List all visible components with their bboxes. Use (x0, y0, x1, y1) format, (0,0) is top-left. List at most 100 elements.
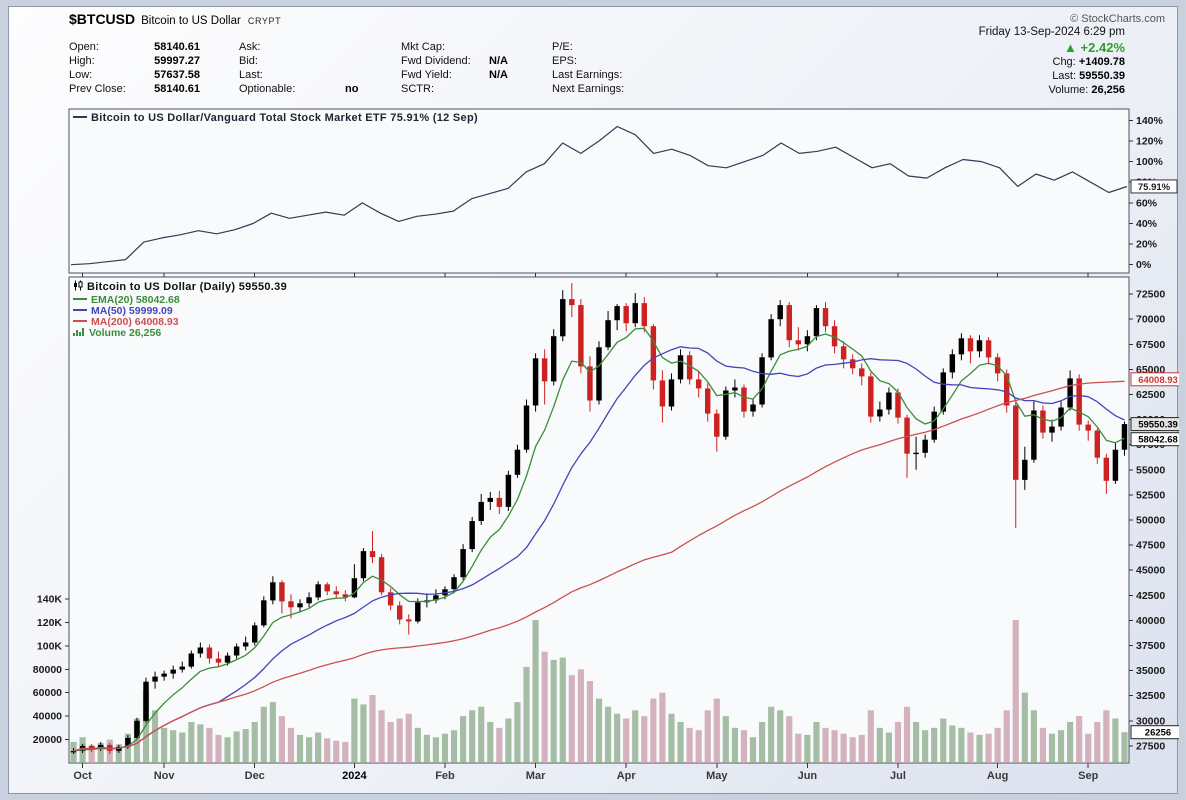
high-value: 59997.27 (154, 55, 200, 67)
change-percent: +2.42% (1080, 40, 1125, 55)
chart-surface: 0%20%40%60%80%100%120%140%75.91%20000400… (8, 6, 1179, 794)
svg-text:Nov: Nov (154, 770, 176, 782)
quote-row: Low: 57637.58 (69, 68, 200, 82)
ma50-swatch-icon (73, 309, 87, 312)
quote-row: Last: (239, 68, 358, 82)
svg-text:64008.93: 64008.93 (1138, 375, 1178, 386)
quote-row: SCTR: (401, 82, 508, 96)
prev-close-value: 58140.61 (154, 83, 200, 95)
volume-bars-icon (73, 327, 85, 339)
ratio-line-swatch-icon (73, 116, 87, 119)
svg-text:140%: 140% (1136, 115, 1164, 127)
ratio-title-text: Bitcoin to US Dollar/Vanguard Total Stoc… (91, 112, 478, 124)
svg-text:26256: 26256 (1145, 728, 1171, 739)
svg-text:2024: 2024 (342, 770, 367, 782)
ticker-name: Bitcoin to US Dollar (141, 15, 241, 27)
ma200-label: MA(200) 64008.93 (91, 316, 179, 328)
high-label: High: (69, 55, 95, 67)
optionable-label: Optionable: (239, 83, 296, 95)
month-axis: Oct Nov Dec 2024 Feb Mar Apr May Jun Jul Aug Sep (73, 273, 1099, 782)
change-row: Chg: +1409.78 (1049, 55, 1126, 69)
svg-text:58042.68: 58042.68 (1138, 435, 1178, 446)
volume-bars (70, 620, 1128, 763)
ema20-swatch-icon (73, 298, 87, 301)
ma200-line (73, 380, 1125, 752)
chg-label: Chg: (1052, 56, 1076, 68)
svg-text:Jul: Jul (890, 770, 906, 782)
last-row: Last: 59550.39 (1049, 69, 1125, 83)
fwd-dividend-value: N/A (489, 55, 508, 67)
sctr-label: SCTR: (401, 83, 434, 95)
quote-row: Next Earnings: (552, 82, 624, 96)
quote-datetime: Friday 13-Sep-2024 6:29 pm (978, 26, 1125, 38)
volume-value: 26,256 (1091, 84, 1125, 96)
quote-row: Mkt Cap: (401, 40, 508, 54)
float-labels: 64008.93 59550.39 58042.68 26256 (1130, 372, 1179, 740)
ask-label: Ask: (239, 41, 261, 53)
quote-row: Last Earnings: (552, 68, 624, 82)
svg-text:40000: 40000 (33, 711, 62, 723)
eps-label: EPS: (552, 55, 578, 67)
bid-label: Bid: (239, 55, 258, 67)
svg-text:20000: 20000 (33, 734, 62, 746)
svg-text:75.91%: 75.91% (1138, 182, 1171, 193)
svg-text:47500: 47500 (1136, 540, 1165, 552)
quote-row: Fwd Dividend: N/A (401, 54, 508, 68)
fwd-yield-label: Fwd Yield: (401, 69, 452, 81)
exchange-tag: CRYPT (247, 16, 282, 26)
svg-text:70000: 70000 (1136, 314, 1165, 326)
volume-row: Volume: 26,256 (1049, 83, 1125, 97)
next-earnings-label: Next Earnings: (552, 83, 625, 95)
svg-text:140K: 140K (37, 594, 63, 606)
optionable-value: no (345, 83, 359, 95)
quote-row: P/E: (552, 40, 624, 54)
last-price-label: Last: (1052, 70, 1077, 82)
volume-axis: 20000 40000 60000 80000 100K 120K 140K (33, 594, 69, 746)
legend-ma200: MA(200) 64008.93 (73, 316, 179, 328)
volume-legend-label: Volume 26,256 (89, 327, 162, 339)
svg-text:40000: 40000 (1136, 615, 1165, 627)
copyright-label: © StockCharts.com (1070, 13, 1165, 25)
low-label: Low: (69, 69, 93, 81)
svg-text:Oct: Oct (73, 770, 92, 782)
chg-value: +1409.78 (1078, 56, 1125, 68)
main-title-text: Bitcoin to US Dollar (Daily) 59550.39 (87, 280, 287, 293)
open-label: Open: (69, 41, 99, 53)
low-value: 57637.58 (154, 69, 200, 81)
price-axis: 27500 30000 32500 35000 37500 40000 42500 45000… (1129, 289, 1165, 752)
svg-text:60%: 60% (1136, 197, 1158, 209)
pe-label: P/E: (552, 41, 573, 53)
legend-ema20: EMA(20) 58042.68 (73, 294, 180, 306)
svg-text:80000: 80000 (33, 664, 62, 676)
svg-text:100%: 100% (1136, 156, 1164, 168)
quote-row: Optionable: no (239, 82, 358, 96)
volume-label: Volume: (1048, 84, 1089, 96)
ma200-swatch-icon (73, 320, 87, 323)
quote-row: Fwd Yield: N/A (401, 68, 508, 82)
svg-text:72500: 72500 (1136, 289, 1165, 301)
legend-volume: Volume 26,256 (73, 327, 161, 339)
change-percent-line: ▲ +2.42% (1049, 40, 1125, 55)
svg-text:55000: 55000 (1136, 464, 1165, 476)
open-value: 58140.61 (154, 41, 200, 53)
svg-text:37500: 37500 (1136, 640, 1165, 652)
svg-text:120%: 120% (1136, 135, 1164, 147)
quote-col-fundamental: Mkt Cap: Fwd Dividend: N/A Fwd Yield: N/A … (401, 40, 508, 96)
chart-header: $BTCUSD Bitcoin to US Dollar CRYPT © Stock… (69, 11, 1169, 27)
svg-text:42500: 42500 (1136, 590, 1165, 602)
chart-canvas: 0%20%40%60%80%100%120%140%75.91%20000400… (33, 108, 1179, 782)
svg-text:50000: 50000 (1136, 515, 1165, 527)
ratio-last-label: 75.91% (1130, 179, 1178, 194)
quote-col-earnings: P/E: EPS: Last Earnings: Next Earnings: (552, 40, 624, 96)
quote-col-bidask: Ask: Bid: Last: Optionable: no (239, 40, 358, 96)
quote-col-ohlc: Open: 58140.61 High: 59997.27 Low: 57637.58… (69, 40, 200, 96)
svg-text:45000: 45000 (1136, 565, 1165, 577)
svg-text:35000: 35000 (1136, 665, 1165, 677)
svg-text:Dec: Dec (245, 770, 265, 782)
svg-text:30000: 30000 (1136, 715, 1165, 727)
svg-text:Aug: Aug (987, 770, 1008, 782)
svg-text:32500: 32500 (1136, 690, 1165, 702)
legend-ma50: MA(50) 59999.09 (73, 305, 173, 317)
last-label: Last: (239, 69, 263, 81)
